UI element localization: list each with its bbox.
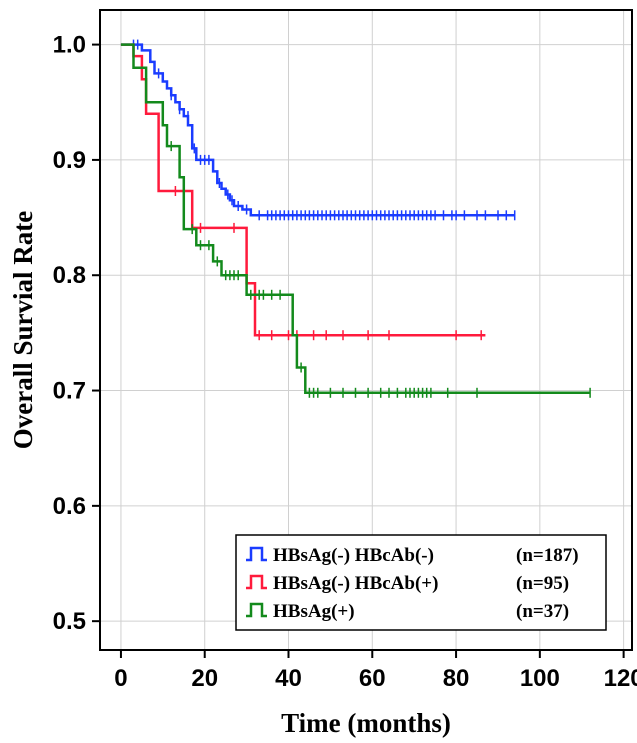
legend-swatch-1 [246, 574, 267, 590]
series-line-1 [120, 43, 486, 337]
y-tick-label-3: 0.8 [53, 262, 86, 289]
x-tick-label-3: 60 [359, 665, 386, 692]
x-tick-label-0: 0 [114, 665, 127, 692]
legend: HBsAg(-) HBcAb(-) (n=187) HBsAg(-) HBcAb(+… [235, 534, 607, 631]
y-tick-label-1: 0.6 [53, 493, 86, 520]
legend-label-2: HBsAg(+) [273, 601, 355, 622]
series-line-2 [120, 43, 591, 395]
x-tick-label-4: 80 [443, 665, 470, 692]
series-2 [120, 43, 591, 398]
y-axis-ticks: 0.5 0.6 0.7 0.8 0.9 1.0 [53, 32, 100, 635]
series-0 [120, 39, 516, 221]
legend-swatch-0 [246, 546, 267, 562]
x-axis-title: Time (months) [281, 708, 451, 738]
legend-label-0: HBsAg(-) HBcAb(-) [273, 545, 434, 566]
legend-swatch-2 [246, 602, 267, 618]
legend-count-2: (n=37) [516, 601, 569, 622]
grid-lines [100, 10, 632, 650]
legend-count-0: (n=187) [516, 545, 579, 566]
y-axis-title: Overall Survial Rate [8, 211, 38, 449]
legend-box [235, 534, 607, 631]
x-tick-label-2: 40 [275, 665, 302, 692]
x-tick-label-6: 120 [604, 665, 637, 692]
x-tick-label-1: 20 [191, 665, 218, 692]
y-tick-label-2: 0.7 [53, 378, 86, 405]
legend-count-1: (n=95) [516, 573, 569, 594]
y-tick-label-5: 1.0 [53, 32, 86, 59]
y-tick-label-4: 0.9 [53, 147, 86, 174]
x-axis-ticks: 0 20 40 60 80 100 120 [114, 650, 637, 692]
series-layer [120, 39, 591, 398]
legend-label-1: HBsAg(-) HBcAb(+) [273, 573, 438, 594]
series-line-0 [120, 43, 515, 217]
y-tick-label-0: 0.5 [53, 608, 86, 635]
plot-frame [99, 9, 633, 651]
x-tick-label-5: 100 [520, 665, 560, 692]
